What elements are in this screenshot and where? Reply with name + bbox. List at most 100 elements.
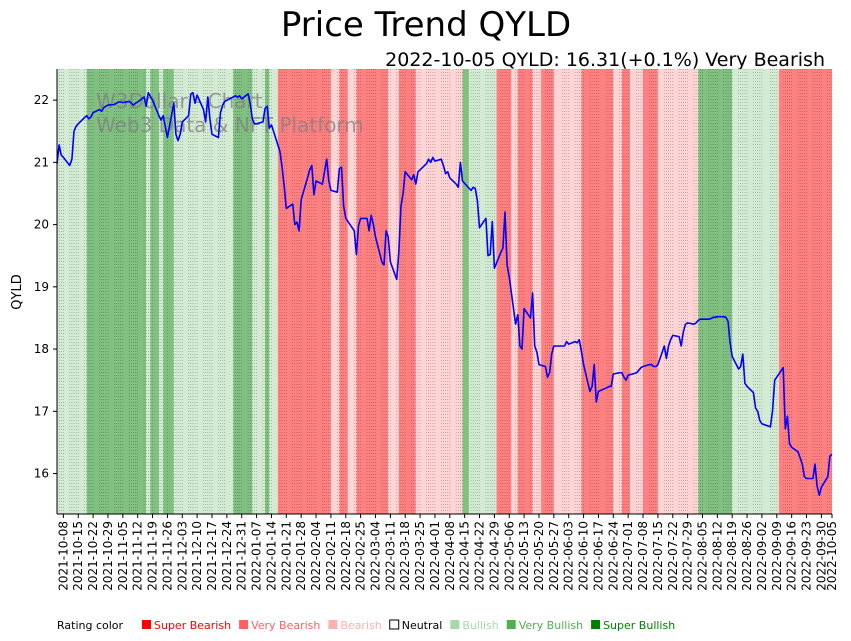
rating-band-very-bearish — [277, 69, 331, 514]
rating-band-very-bearish — [581, 69, 614, 514]
x-tick-label: 2022-09-30 — [814, 521, 828, 591]
x-tick-label: 2022-08-19 — [725, 521, 739, 591]
x-tick-label: 2021-10-22 — [86, 521, 100, 591]
rating-band-bearish — [415, 69, 463, 514]
x-tick-label: 2022-06-03 — [562, 521, 576, 591]
x-tick-label: 2022-07-22 — [666, 521, 680, 591]
watermark-line-1: W3Dollar - Chart — [96, 89, 263, 113]
watermark-line-2: Web3 Data & NFT Platform — [96, 113, 364, 137]
x-tick-label: 2021-10-29 — [101, 521, 115, 591]
x-tick-label: 2022-04-22 — [473, 521, 487, 591]
chart-subtitle: 2022-10-05 QYLD: 16.31(+0.1%) Very Beari… — [385, 49, 825, 71]
rating-band-bullish — [269, 69, 278, 514]
x-tick-label: 2022-08-05 — [696, 521, 710, 591]
x-tick-label: 2022-04-01 — [428, 521, 442, 591]
x-tick-label: 2021-12-17 — [205, 521, 219, 591]
y-tick-label: 19 — [34, 280, 49, 294]
y-axis-label: QYLD — [10, 274, 25, 309]
x-tick-label: 2022-04-29 — [487, 521, 501, 591]
x-tick-label: 2022-09-09 — [770, 521, 784, 591]
legend-item-label: Bearish — [340, 619, 381, 632]
x-tick-label: 2022-07-01 — [621, 521, 635, 591]
legend-swatch — [450, 620, 460, 629]
rating-band-very-bullish — [265, 69, 270, 514]
rating-band-bearish — [330, 69, 340, 514]
rating-band-bullish — [252, 69, 266, 514]
x-tick-label: 2022-02-18 — [339, 521, 353, 591]
x-tick-label: 2022-01-21 — [279, 521, 293, 591]
y-tick-label: 20 — [34, 218, 49, 232]
rating-band-very-bearish — [621, 69, 631, 514]
rating-band-bearish — [532, 69, 542, 514]
x-tick-label: 2022-07-08 — [636, 521, 650, 591]
y-ticks: 16 17 18 19 20 21 22 — [34, 93, 57, 481]
x-tick-label: 2022-01-07 — [250, 521, 264, 591]
rating-band-bearish — [630, 69, 644, 514]
rating-band-bullish — [173, 69, 234, 514]
rating-legend: Rating color Super Bearish Very Bearish Be… — [57, 619, 675, 632]
x-tick-label: 2022-09-02 — [755, 521, 769, 591]
rating-band-very-bullish — [462, 69, 469, 514]
x-tick-label: 2021-12-10 — [190, 521, 204, 591]
x-tick-label: 2021-12-24 — [220, 521, 234, 591]
rating-band-very-bearish — [643, 69, 658, 514]
x-tick-label: 2022-03-18 — [398, 521, 412, 591]
x-tick-label: 2022-01-14 — [265, 521, 279, 591]
x-tick-label: 2022-06-24 — [606, 521, 620, 591]
x-tick-label: 2021-10-08 — [56, 521, 70, 591]
legend-swatch — [328, 620, 338, 629]
x-tick-label: 2022-07-15 — [651, 521, 665, 591]
rating-band-very-bearish — [778, 69, 832, 514]
x-tick-label: 2022-05-06 — [502, 521, 516, 591]
x-tick-label: 2022-04-08 — [443, 521, 457, 591]
legend-item-label: Super Bullish — [603, 619, 675, 632]
x-tick-label: 2022-09-16 — [785, 521, 799, 591]
rating-band-very-bearish — [398, 69, 416, 514]
y-tick-label: 16 — [34, 467, 49, 481]
chart-title: Price Trend QYLD — [281, 5, 571, 45]
x-tick-label: 2022-04-15 — [458, 521, 472, 591]
legend-item-label: Super Bearish — [154, 619, 231, 632]
rating-band-very-bullish — [233, 69, 253, 514]
legend-item-label: Very Bearish — [251, 619, 320, 632]
x-tick-label: 2022-02-25 — [354, 521, 368, 591]
rating-band-very-bearish — [541, 69, 554, 514]
rating-band-bearish — [388, 69, 399, 514]
x-tick-label: 2022-08-26 — [740, 521, 754, 591]
y-tick-label: 17 — [34, 404, 49, 418]
x-tick-label: 2021-11-05 — [116, 521, 130, 591]
rating-band-bullish — [468, 69, 497, 514]
x-tick-label: 2021-12-31 — [235, 521, 249, 591]
rating-band-bullish — [57, 69, 87, 514]
rating-band-very-bearish — [356, 69, 389, 514]
x-tick-label: 2021-11-12 — [131, 521, 145, 591]
x-tick-label: 2022-06-10 — [577, 521, 591, 591]
legend-swatch — [239, 620, 249, 629]
price-line — [56, 91, 833, 497]
watermark: W3Dollar - Chart Web3 Data & NFT Platfor… — [96, 89, 364, 137]
legend-swatch — [506, 620, 516, 629]
x-tick-label: 2022-07-29 — [681, 521, 695, 591]
x-tick-label: 2022-09-23 — [800, 521, 814, 591]
rating-band-bearish — [657, 69, 699, 514]
x-tick-label: 2022-02-11 — [324, 521, 338, 591]
x-tick-label: 2022-06-17 — [591, 521, 605, 591]
rating-band-bearish — [511, 69, 518, 514]
x-ticks: 2021-10-08 2021-10-15 2021-10-22 2021-10-29… — [56, 514, 839, 591]
rating-band-very-bullish — [150, 69, 159, 514]
x-tick-label: 2022-05-13 — [517, 521, 531, 591]
x-tick-label: 2022-05-27 — [547, 521, 561, 591]
rating-band-bearish — [347, 69, 357, 514]
x-tick-label: 2022-03-04 — [369, 521, 383, 591]
rating-band-very-bullish — [163, 69, 174, 514]
legend-item-label: Neutral — [402, 619, 443, 632]
rating-band-very-bearish — [517, 69, 533, 514]
rating-band-bullish — [158, 69, 164, 514]
legend-item-label: Bullish — [462, 619, 498, 632]
x-tick-label: 2022-08-12 — [710, 521, 724, 591]
x-tick-label: 2021-10-15 — [71, 521, 85, 591]
y-tick-label: 21 — [34, 155, 49, 169]
legend-swatch — [389, 619, 400, 630]
rating-band-bullish — [732, 69, 779, 514]
